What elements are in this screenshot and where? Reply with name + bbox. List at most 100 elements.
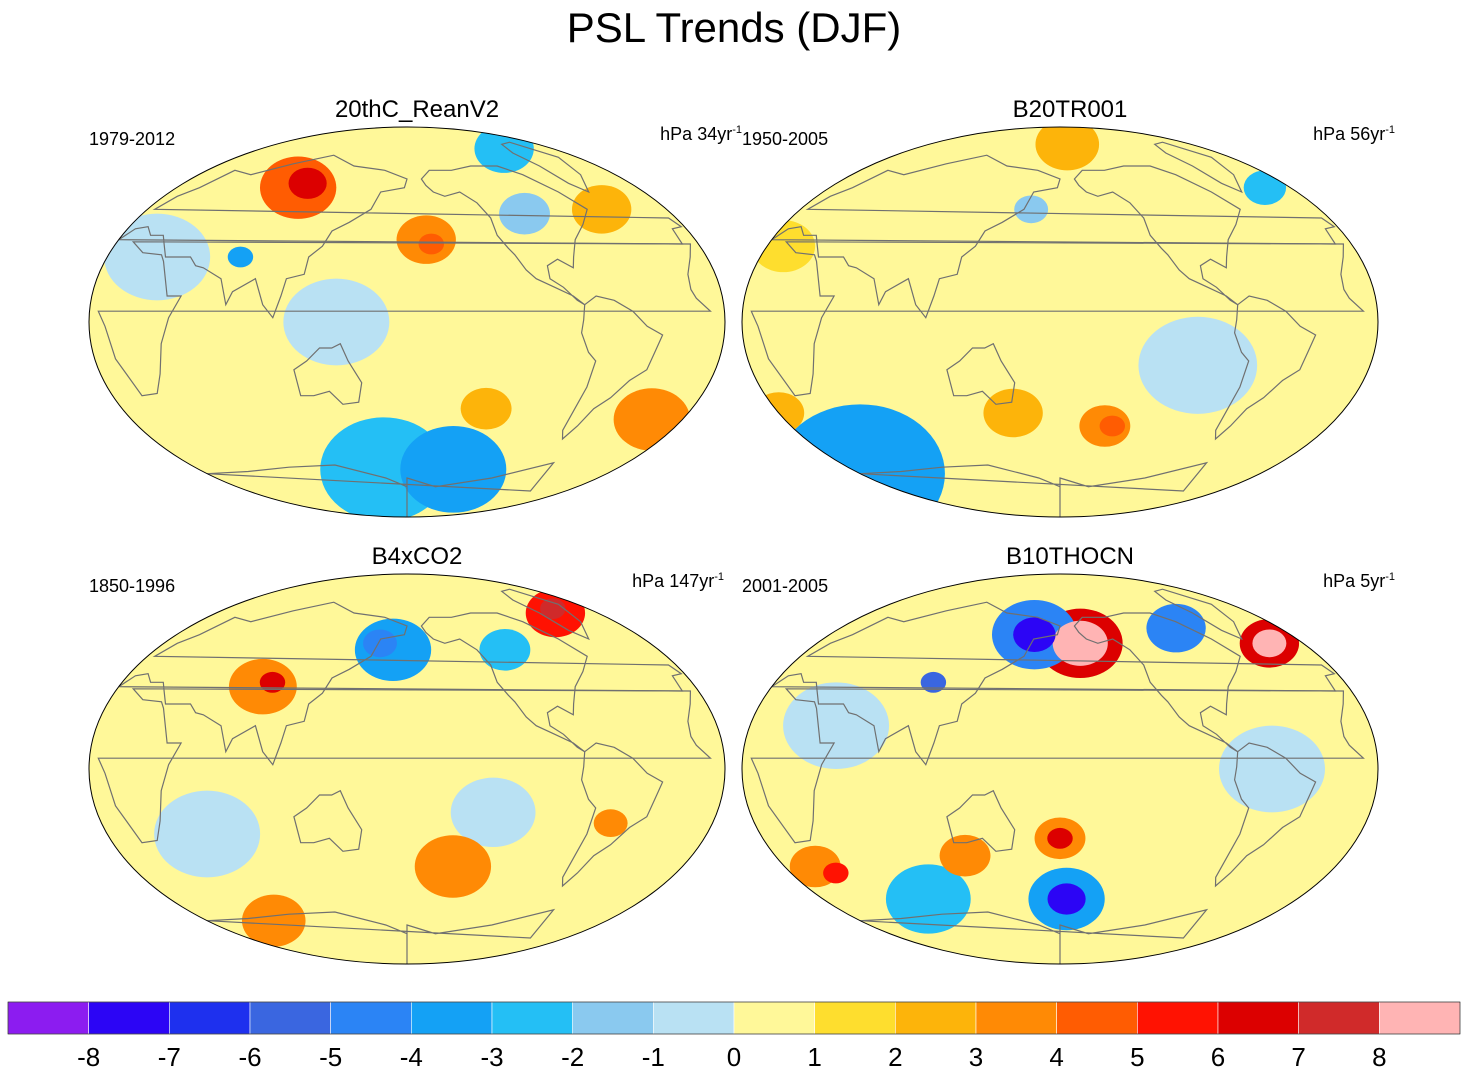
coastline-greenland (500, 588, 590, 641)
panel-20thc-reanv2: 20thC_ReanV2 1979-2012 hPa 34yr-1 (87, 96, 747, 526)
trend-contour-17 (823, 862, 849, 884)
coastline-antarctica (860, 908, 1209, 964)
figure-title: PSL Trends (DJF) (566, 4, 902, 51)
map-border (88, 126, 726, 518)
trend-contour-1 (1138, 316, 1258, 414)
colorbar-tick-label: -8 (77, 1042, 100, 1072)
colorbar-swatch-6 (491, 1001, 573, 1035)
colorbar-swatch-3 (249, 1001, 331, 1035)
colorbar-tick-label: -3 (480, 1042, 503, 1072)
units-prefix: hPa (1323, 571, 1356, 591)
colorbar-swatch-11 (895, 1001, 977, 1035)
colorbar-tick-label: -2 (561, 1042, 584, 1072)
panel-b4xco2: B4xCO2 1850-1996 hPa 147yr-1 (87, 543, 747, 973)
trend-contour-8 (1014, 195, 1049, 224)
coastline-australia (946, 342, 1016, 405)
coastline-antarctica (207, 908, 556, 964)
colorbar-tick-label: 8 (1372, 1042, 1386, 1072)
colorbar-swatch-12 (975, 1001, 1057, 1035)
trend-contour-9 (460, 387, 512, 430)
colorbar-tick-label: 3 (969, 1042, 983, 1072)
trend-contour-4 (983, 388, 1043, 438)
coastline-australia (293, 789, 363, 852)
panel-period: 1850-1996 (89, 576, 176, 596)
coastline-north-america (1073, 612, 1241, 753)
panel-title: B4xCO2 (371, 543, 463, 570)
map-b10thocn (741, 573, 1379, 965)
field-background (89, 127, 725, 517)
field-background (742, 574, 1378, 964)
coastline-greenland (500, 141, 590, 194)
colorbar-swatch-13 (1056, 1001, 1138, 1035)
coastline-antarctica (207, 461, 556, 517)
units-prefix: hPa (1313, 124, 1346, 144)
panel-units: hPa 34yr-1 (660, 124, 742, 145)
coastline-north-america (420, 165, 588, 306)
colorbar: -8 -7 -6 -5 -4 -3 -2 -1 0 1 2 3 4 5 6 7 8 (7, 1001, 1461, 1072)
trend-contour-13 (1047, 883, 1086, 915)
trend-contour-7 (1243, 170, 1287, 205)
trend-contour-0 (783, 682, 890, 769)
colorbar-swatch-5 (411, 1001, 493, 1035)
trend-contour-5 (613, 388, 690, 451)
trend-contour-8 (1052, 620, 1108, 666)
map-b20tr001 (741, 126, 1379, 518)
coastline-africa (97, 241, 712, 397)
units-exponent: -1 (714, 571, 724, 583)
coastline-south-america (1214, 742, 1317, 888)
trend-contour-9 (363, 629, 397, 658)
units-prefix: hPa (632, 571, 665, 591)
trend-contour-10 (540, 598, 566, 620)
map-border (88, 573, 726, 965)
panel-period: 2001-2005 (742, 576, 829, 596)
trend-contour-11 (288, 167, 327, 199)
map-border (741, 126, 1379, 518)
panel-title: B10THOCN (1005, 543, 1135, 570)
panel-units: hPa 147yr-1 (632, 571, 724, 592)
trend-contour-0 (154, 790, 261, 878)
panel-b20tr001: B20TR001 1950-2005 hPa 56yr-1 (740, 96, 1400, 526)
panel-units: hPa 56yr-1 (1313, 124, 1395, 145)
colorbar-swatch-17 (1379, 1001, 1461, 1035)
trend-contour-2 (400, 426, 507, 513)
colorbar-tick-label: 7 (1291, 1042, 1305, 1072)
trend-contour-12 (1013, 617, 1056, 652)
colorbar-tick-label: 0 (727, 1042, 741, 1072)
coastline-south-america (561, 295, 664, 441)
colorbar-swatch-10 (814, 1001, 896, 1035)
trend-contour-12 (418, 233, 445, 255)
coastline-greenland (1153, 141, 1243, 194)
trend-contour-14 (1252, 629, 1287, 658)
map-20thc-reanv2 (88, 126, 726, 518)
trend-contour-2 (1035, 127, 1100, 171)
coastline-north-america (1073, 165, 1241, 306)
trend-contour-1 (1219, 725, 1325, 813)
coastline-south-america (561, 742, 664, 888)
panel-units: hPa 5yr-1 (1323, 571, 1395, 592)
coastline-australia (946, 789, 1016, 852)
colorbar-tick-label: -5 (319, 1042, 342, 1072)
colorbar-swatch-15 (1217, 1001, 1299, 1035)
coastline-eurasia (116, 154, 684, 319)
colorbar-swatch-2 (169, 1001, 251, 1035)
trend-contour-1 (104, 213, 211, 301)
trend-contour-11 (939, 834, 991, 877)
coastline-south-america (1214, 295, 1317, 441)
units-value: 5yr (1360, 571, 1386, 591)
trend-contour-8 (593, 809, 628, 838)
colorbar-tick-label: -6 (238, 1042, 261, 1072)
panel-title: 20thC_ReanV2 (334, 96, 500, 123)
colorbar-swatch-16 (1298, 1001, 1380, 1035)
trend-contour-10 (499, 192, 550, 235)
colorbar-tick-label: 2 (888, 1042, 902, 1072)
colorbar-tick-label: 4 (1049, 1042, 1063, 1072)
colorbar-tick-label: 5 (1130, 1042, 1144, 1072)
trend-contour-2 (414, 835, 492, 898)
trend-contour-3 (751, 220, 816, 273)
panel-period: 1950-2005 (742, 129, 829, 149)
coastline-north-america (420, 612, 588, 753)
trend-contour-5 (241, 894, 306, 947)
coastline-africa (750, 688, 1365, 844)
colorbar-swatch-9 (733, 1001, 815, 1035)
trend-contour-7 (571, 185, 632, 234)
